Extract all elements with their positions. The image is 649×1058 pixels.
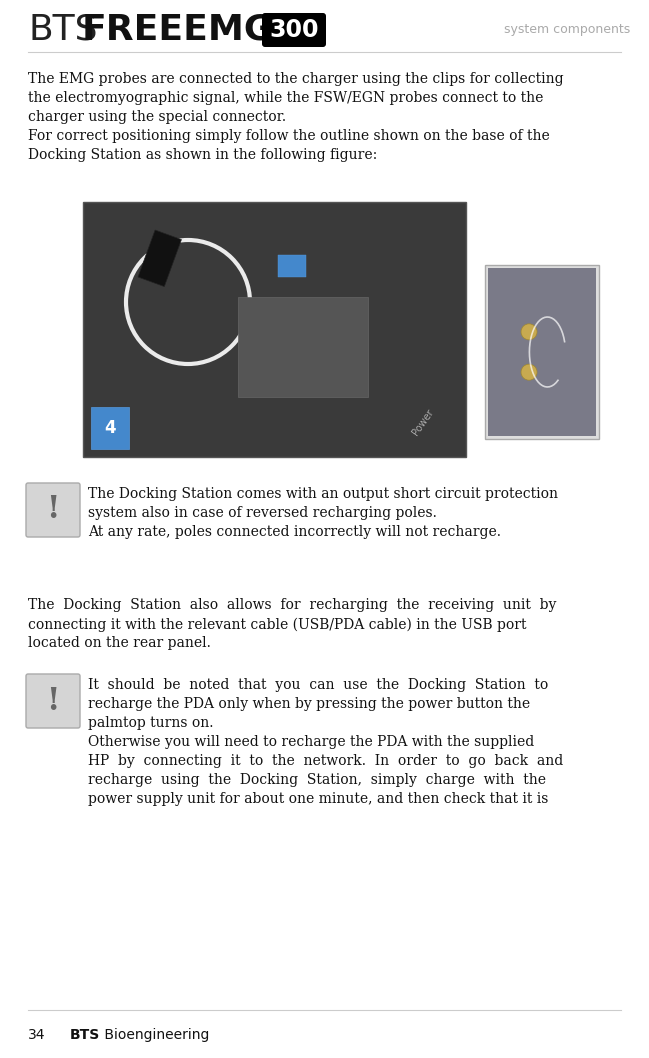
Text: FREEEMG: FREEEMG (82, 13, 275, 47)
FancyBboxPatch shape (26, 674, 80, 728)
Text: BTS: BTS (28, 13, 97, 47)
Circle shape (521, 324, 537, 340)
Bar (278, 255, 306, 277)
Circle shape (521, 364, 537, 380)
Text: system components: system components (504, 23, 630, 36)
Text: !: ! (46, 686, 60, 716)
FancyBboxPatch shape (26, 484, 80, 537)
Text: Bioengineering: Bioengineering (100, 1028, 210, 1042)
FancyBboxPatch shape (262, 13, 326, 47)
Bar (138, 230, 182, 287)
Bar (485, 264, 599, 439)
Text: The EMG probes are connected to the charger using the clips for collecting
the e: The EMG probes are connected to the char… (28, 72, 563, 162)
Text: The Docking Station comes with an output short circuit protection
system also in: The Docking Station comes with an output… (88, 487, 558, 539)
Text: 34: 34 (28, 1028, 45, 1042)
Bar (238, 297, 368, 397)
Text: 4: 4 (104, 419, 116, 437)
Text: Power: Power (411, 407, 436, 437)
Text: BTS: BTS (70, 1028, 100, 1042)
Bar (91, 407, 129, 449)
Text: It  should  be  noted  that  you  can  use  the  Docking  Station  to
recharge t: It should be noted that you can use the … (88, 678, 563, 806)
Text: 300: 300 (269, 18, 319, 42)
Bar (488, 268, 596, 436)
Text: The  Docking  Station  also  allows  for  recharging  the  receiving  unit  by
c: The Docking Station also allows for rech… (28, 598, 556, 651)
Bar (83, 202, 466, 457)
Text: !: ! (46, 494, 60, 526)
